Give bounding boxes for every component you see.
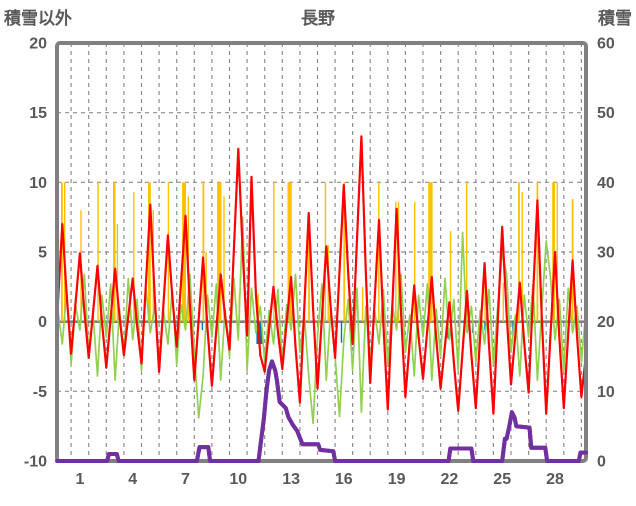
purple_line_snow_depth bbox=[56, 359, 587, 462]
svg-text:40: 40 bbox=[597, 175, 615, 192]
left-axis-tick-labels: 20 15 10 5 0 -5 -10 bbox=[24, 36, 47, 471]
svg-text:19: 19 bbox=[388, 471, 406, 488]
x-axis-tick-labels: 1 4 7 10 13 16 19 22 25 28 bbox=[75, 471, 564, 488]
svg-text:25: 25 bbox=[493, 471, 511, 488]
svg-text:1: 1 bbox=[75, 471, 84, 488]
svg-text:13: 13 bbox=[282, 471, 300, 488]
red_line_temperature bbox=[56, 135, 587, 415]
svg-text:28: 28 bbox=[546, 471, 564, 488]
svg-text:4: 4 bbox=[128, 471, 137, 488]
right-axis-title: 積雪 bbox=[598, 8, 632, 28]
chart-title: 長野 bbox=[301, 9, 335, 28]
svg-text:-5: -5 bbox=[33, 384, 47, 401]
svg-text:0: 0 bbox=[597, 454, 606, 471]
svg-text:15: 15 bbox=[29, 105, 47, 122]
svg-text:10: 10 bbox=[597, 384, 615, 401]
svg-text:20: 20 bbox=[29, 36, 47, 53]
svg-text:20: 20 bbox=[597, 314, 615, 331]
purple-line-overlay bbox=[55, 359, 588, 463]
svg-text:22: 22 bbox=[441, 471, 459, 488]
svg-text:10: 10 bbox=[229, 471, 247, 488]
svg-text:16: 16 bbox=[335, 471, 353, 488]
svg-text:10: 10 bbox=[29, 175, 47, 192]
horizontal-gridlines bbox=[57, 112, 586, 392]
svg-text:7: 7 bbox=[181, 471, 190, 488]
svg-text:-10: -10 bbox=[24, 454, 47, 471]
svg-text:0: 0 bbox=[38, 314, 47, 331]
svg-text:60: 60 bbox=[597, 36, 615, 53]
right-axis-tick-labels: 60 50 40 30 20 10 0 bbox=[597, 36, 615, 471]
svg-text:5: 5 bbox=[38, 245, 47, 262]
plot-border bbox=[55, 41, 588, 463]
svg-text:30: 30 bbox=[597, 245, 615, 262]
svg-text:50: 50 bbox=[597, 105, 615, 122]
left-axis-title: 積雪以外 bbox=[4, 8, 72, 28]
